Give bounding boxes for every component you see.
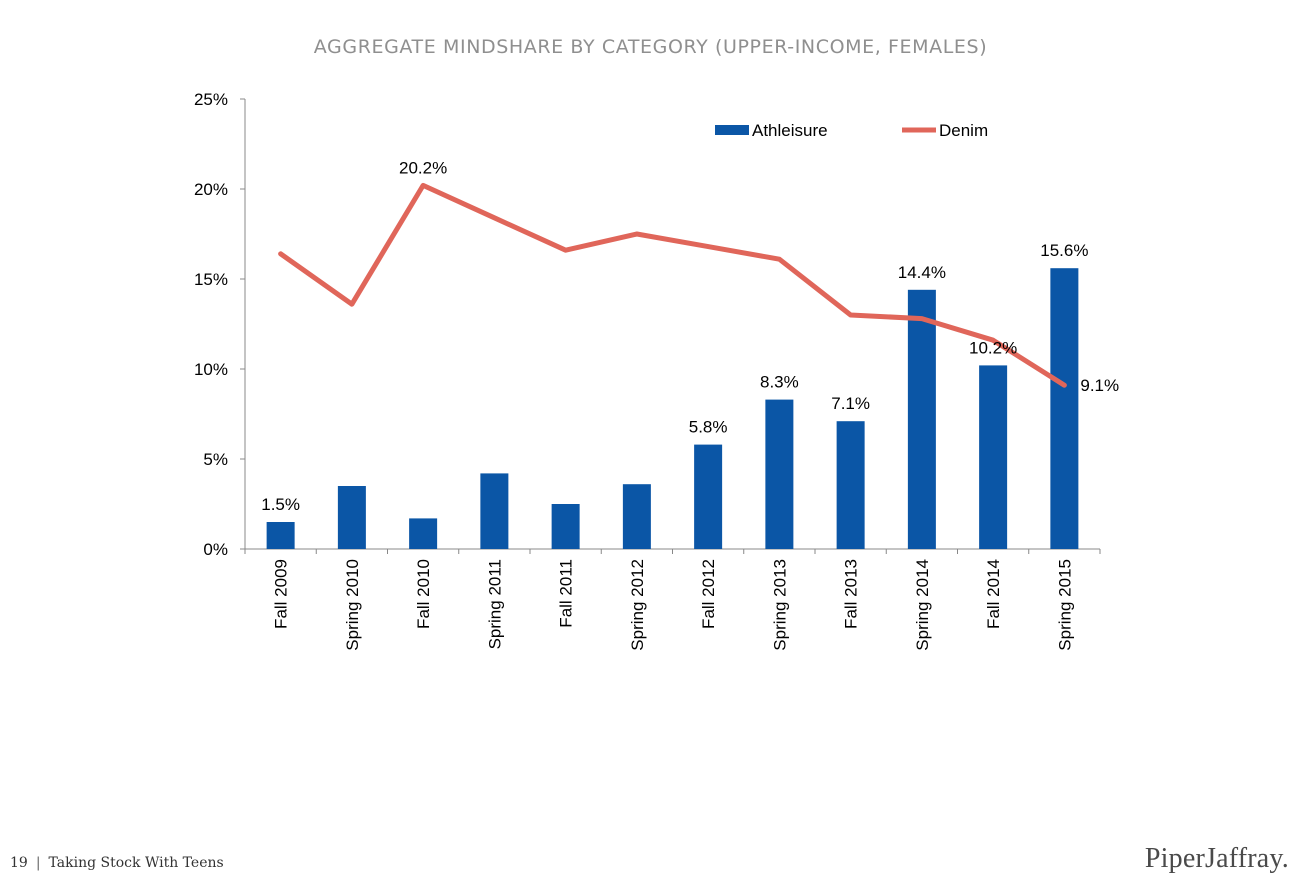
x-tick-label: Fall 2012 <box>699 559 718 629</box>
athleisure-data-label: 5.8% <box>689 418 728 437</box>
x-tick-label: Spring 2013 <box>770 559 789 651</box>
logo: PiperJaffray. <box>1144 843 1289 874</box>
y-tick-label: 20% <box>194 180 228 199</box>
x-tick-label: Spring 2015 <box>1055 559 1074 651</box>
athleisure-bar <box>622 484 651 549</box>
footer-text: Taking Stock With Teens <box>48 855 224 871</box>
x-tick-label: Fall 2009 <box>272 559 291 629</box>
athleisure-bar <box>480 473 509 549</box>
denim-line <box>278 182 1067 388</box>
y-tick-label: 5% <box>203 450 228 469</box>
x-tick-label: Spring 2014 <box>913 559 932 651</box>
x-tick-label: Spring 2011 <box>485 559 504 649</box>
athleisure-bar <box>409 518 438 549</box>
x-tick-label: Fall 2014 <box>984 559 1003 629</box>
athleisure-bar <box>907 289 936 549</box>
athleisure-bar <box>1050 268 1079 549</box>
athleisure-data-label: 1.5% <box>261 495 300 514</box>
footer: 19 | Taking Stock With Teens <box>10 855 224 871</box>
chart-title: AGGREGATE MINDSHARE BY CATEGORY (UPPER-I… <box>313 36 988 58</box>
y-tick-label: 0% <box>203 540 228 559</box>
denim-data-label: 20.2% <box>399 158 447 177</box>
y-tick-label: 25% <box>194 90 228 109</box>
denim-data-label: 9.1% <box>1080 376 1119 395</box>
athleisure-data-label: 8.3% <box>760 373 799 392</box>
x-tick-label: Fall 2010 <box>414 559 433 629</box>
legend-athleisure-swatch <box>715 125 749 135</box>
athleisure-data-label: 7.1% <box>831 394 870 413</box>
x-tick-label: Spring 2012 <box>628 559 647 651</box>
athleisure-bar <box>765 399 794 549</box>
page-number: 19 <box>10 855 28 871</box>
athleisure-data-label: 14.4% <box>898 263 946 282</box>
athleisure-bar <box>266 522 295 549</box>
athleisure-data-label: 10.2% <box>969 338 1017 357</box>
athleisure-bar <box>337 486 366 549</box>
athleisure-bar <box>836 421 865 549</box>
x-tick-label: Fall 2013 <box>842 559 861 629</box>
y-tick-label: 15% <box>194 270 228 289</box>
athleisure-bar <box>694 444 723 549</box>
legend-denim-label: Denim <box>939 121 988 140</box>
y-tick-label: 10% <box>194 360 228 379</box>
x-tick-label: Spring 2010 <box>343 559 362 651</box>
athleisure-data-label: 15.6% <box>1040 241 1088 260</box>
x-tick-label: Fall 2011 <box>557 559 576 628</box>
athleisure-bar <box>979 365 1008 549</box>
footer-separator: | <box>35 855 41 871</box>
legend-athleisure-label: Athleisure <box>752 121 828 140</box>
athleisure-bar <box>551 504 580 549</box>
